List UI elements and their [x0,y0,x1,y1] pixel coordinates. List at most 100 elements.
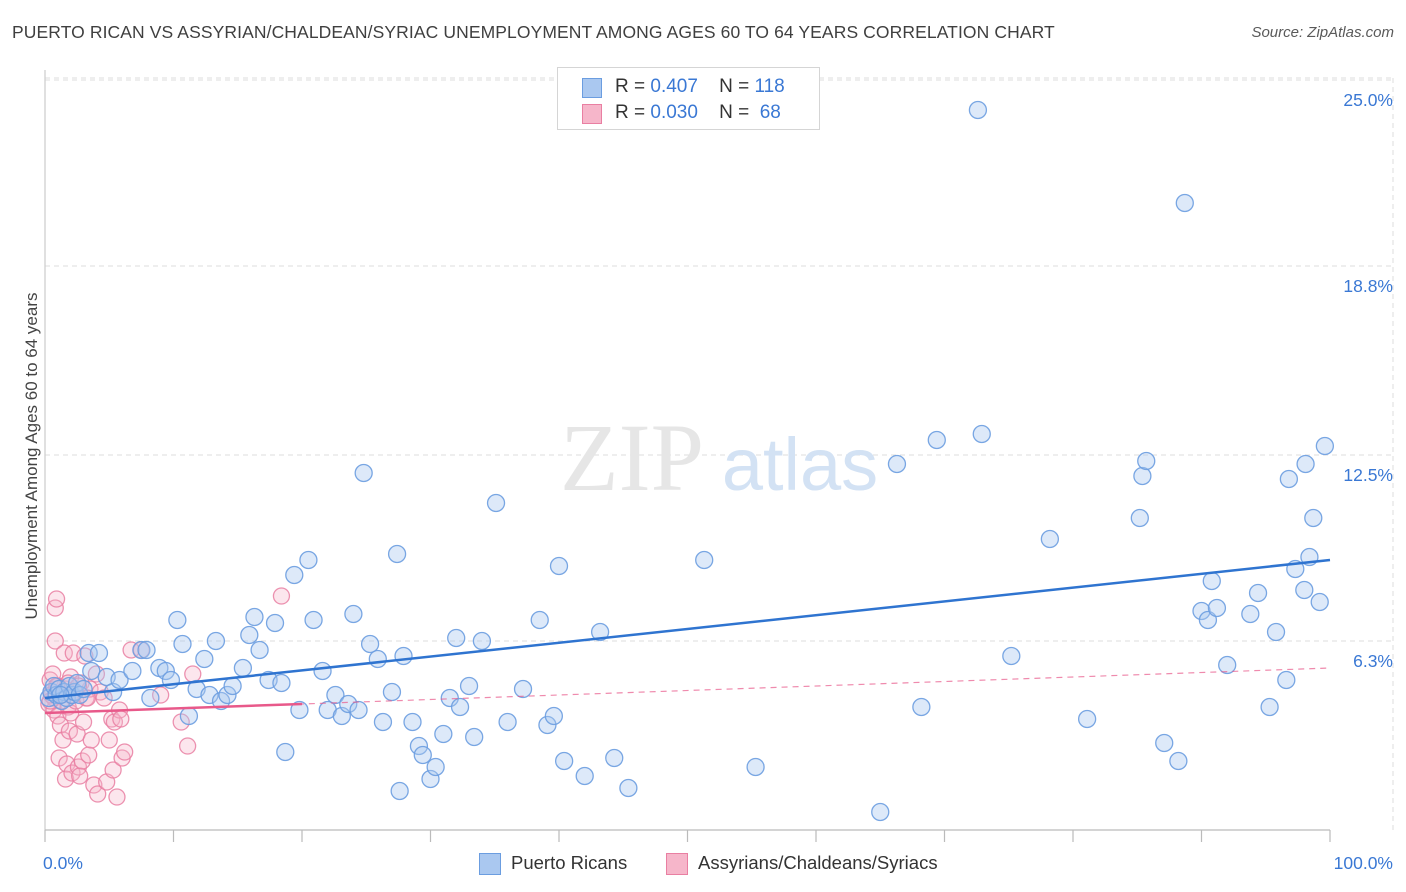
pink-data-point [116,743,134,761]
pink-data-point [46,632,64,650]
watermark-atlas: atlas [722,423,878,506]
blue-data-point [421,769,440,789]
blue-data-point [459,676,479,696]
blue-data-point [394,646,413,666]
blue-data-point [695,550,714,570]
blue-data-point [968,100,988,120]
legend-r-label: R = [615,102,646,123]
blue-data-point [265,613,285,633]
blue-data-point [344,604,363,624]
blue-data-point [373,712,393,732]
blue-data-point [1310,592,1329,612]
blue-data-point [382,682,402,702]
blue-data-point [82,661,101,681]
blue-data-point [250,640,269,660]
bottom-legend-swatch-pink [666,853,688,875]
pink-data-point [100,731,118,749]
blue-data-point [233,658,253,678]
blue-data-point [465,727,484,747]
blue-data-point [1218,655,1237,675]
blue-data-point [1315,436,1335,456]
y-tick-label: 25.0% [1343,90,1393,110]
grid-lines [45,77,1394,830]
legend-n-value: 118 [754,76,785,97]
pink-data-point [46,599,64,617]
legend-n-label: N = [719,76,750,97]
blue-data-point [206,631,226,651]
blue-data-point [513,679,533,699]
blue-data-point [1002,646,1021,666]
pink-data-point [73,752,91,770]
blue-data-point [218,685,237,705]
pink-trend-line [44,702,303,715]
blue-data-point [590,622,610,642]
pink-data-point [89,785,107,803]
blue-data-point [156,661,175,681]
blue-data-point [887,454,907,474]
blue-data-point [440,688,459,708]
blue-data-point [285,565,304,585]
blue-data-point [168,610,187,630]
legend-n-value: 68 [759,102,781,123]
pink-data-point [184,665,202,683]
pink-data-point [71,767,89,785]
pink-data-point [80,746,98,764]
blue-data-point [413,745,432,765]
x-tick-label: 100.0% [1334,853,1393,873]
y-axis-label: Unemployment Among Ages 60 to 64 years [22,293,41,620]
blue-data-point [240,625,259,645]
blue-data-point [409,736,429,756]
bottom-legend-swatch-blue [479,853,501,875]
blue-data-point [1248,583,1268,603]
blue-data-point [360,634,380,654]
blue-data-point [1279,469,1299,489]
pink-data-point [178,737,197,755]
blue-data-point [927,430,946,450]
blue-data-point [1260,697,1279,717]
bottom-legend-label: Puerto Ricans [511,852,628,873]
blue-data-point [1202,571,1221,591]
blue-data-point [390,781,409,801]
blue-data-point [89,643,109,663]
blue-data-point [339,694,358,714]
blue-data-point [326,685,345,705]
blue-data-point [426,757,445,777]
legend-n-label: N = [719,102,750,123]
blue-data-point [387,544,407,564]
blue-data-point [1207,598,1227,618]
blue-data-point [179,706,199,726]
pink-data-point [82,731,100,749]
blue-data-point [354,463,373,483]
blue-data-point [195,649,214,669]
blue-data-point [1296,454,1315,474]
blue-data-point [349,700,368,720]
blue-data-point [538,715,557,735]
blue-data-point [1241,604,1260,624]
bottom-legend-label: Assyrians/Chaldeans/Syriacs [698,852,938,873]
blue-data-point [619,778,638,798]
pink-data-point [55,644,73,662]
y-tick-label: 12.5% [1343,465,1393,485]
blue-data-point [1040,529,1060,549]
pink-data-point [47,590,66,608]
blue-data-point [605,748,624,768]
pink-data-point [112,710,130,728]
legend-r-value: 0.407 [650,76,698,97]
blue-data-point [498,712,517,732]
legend-swatch-blue [582,78,602,98]
blue-data-point [141,688,160,708]
blue-data-point [290,700,309,720]
blue-data-point [200,685,219,705]
blue-data-point [79,643,98,663]
blue-data-point [1295,580,1314,600]
blue-data-point [245,607,264,627]
blue-data-point [434,724,453,744]
blue-data-point [313,661,332,681]
blue-data-point [132,640,151,660]
blue-data-point [472,631,492,651]
blue-data-point [1266,622,1286,642]
blue-data-point [1137,451,1156,471]
correlation-legend: R = 0.407 N = 118 R = 0.030 N = 68 [557,67,820,130]
blue-data-point [1192,601,1211,621]
blue-data-point [1277,670,1296,690]
